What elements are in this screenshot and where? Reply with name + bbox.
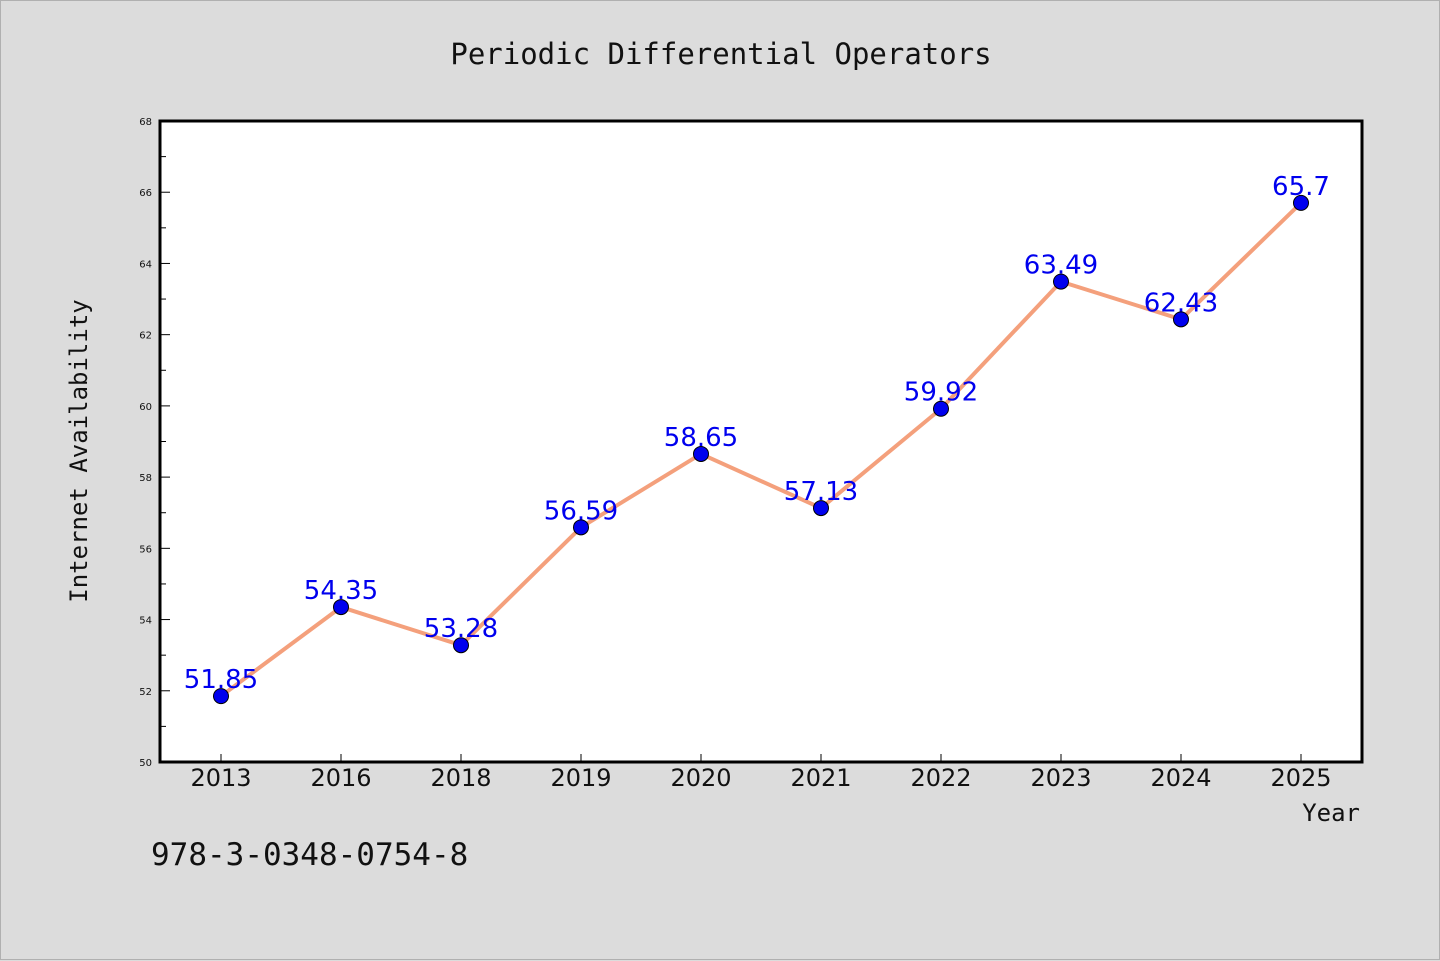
x-tick-label: 2021: [790, 764, 851, 792]
y-tick-label: 68: [139, 117, 152, 128]
data-label: 51.85: [184, 665, 258, 695]
y-tick-label: 56: [139, 544, 152, 555]
data-label: 65.7: [1272, 172, 1330, 202]
data-point: [693, 445, 709, 462]
data-point: [573, 519, 589, 536]
x-tick-label: 2018: [430, 764, 491, 792]
y-tick-label: 58: [139, 473, 152, 484]
data-label: 56.59: [544, 496, 618, 526]
y-axis-title: Internet Availability: [65, 299, 93, 602]
data-point: [1293, 194, 1309, 211]
data-point: [213, 688, 229, 705]
data-label: 62.43: [1144, 288, 1218, 318]
x-axis-title: Year: [1302, 799, 1360, 827]
x-tick-label: 2019: [550, 764, 611, 792]
series-line: [219, 201, 1303, 698]
data-label: 58.65: [664, 423, 738, 453]
data-label: 57.13: [784, 477, 858, 507]
series-layer: 51.85 54.35 53.28 56.59 58.65 57.13 59.92 63.49…: [184, 172, 1330, 705]
data-label: 54.35: [304, 576, 378, 606]
y-tick-label: 66: [139, 188, 152, 199]
y-tick-label: 60: [139, 402, 152, 413]
plot-area: [158, 119, 1364, 764]
data-point: [1053, 273, 1069, 290]
data-label: 59.92: [904, 378, 978, 408]
data-point: [1173, 311, 1189, 328]
isbn-annotation: 978-3-0348-0754-8: [151, 837, 468, 873]
x-tick-label: 2020: [670, 764, 731, 792]
y-tick-label: 54: [139, 616, 152, 627]
x-tick-label: 2023: [1030, 764, 1091, 792]
y-axis-ticks: 50 52 54 56 58 60 62 64 66 68: [139, 117, 170, 769]
x-tick-label: 2024: [1150, 764, 1211, 792]
x-axis-ticks: 2013 2016 2018 2019 2020 2021 2022 2023 2024 2025: [190, 754, 1332, 792]
y-tick-label: 62: [139, 331, 152, 342]
x-tick-label: 2025: [1270, 764, 1331, 792]
y-tick-label: 50: [139, 758, 152, 769]
data-label: 53.28: [424, 614, 498, 644]
y-tick-label: 52: [139, 687, 152, 698]
data-point: [813, 500, 829, 517]
data-point: [453, 637, 469, 654]
x-tick-label: 2022: [910, 764, 971, 792]
data-point: [933, 400, 949, 417]
data-point: [333, 599, 349, 616]
chart-title: Periodic Differential Operators: [450, 37, 991, 71]
y-tick-label: 64: [139, 259, 152, 270]
data-label: 63.49: [1024, 251, 1098, 281]
x-tick-label: 2016: [310, 764, 371, 792]
x-tick-label: 2013: [190, 764, 251, 792]
